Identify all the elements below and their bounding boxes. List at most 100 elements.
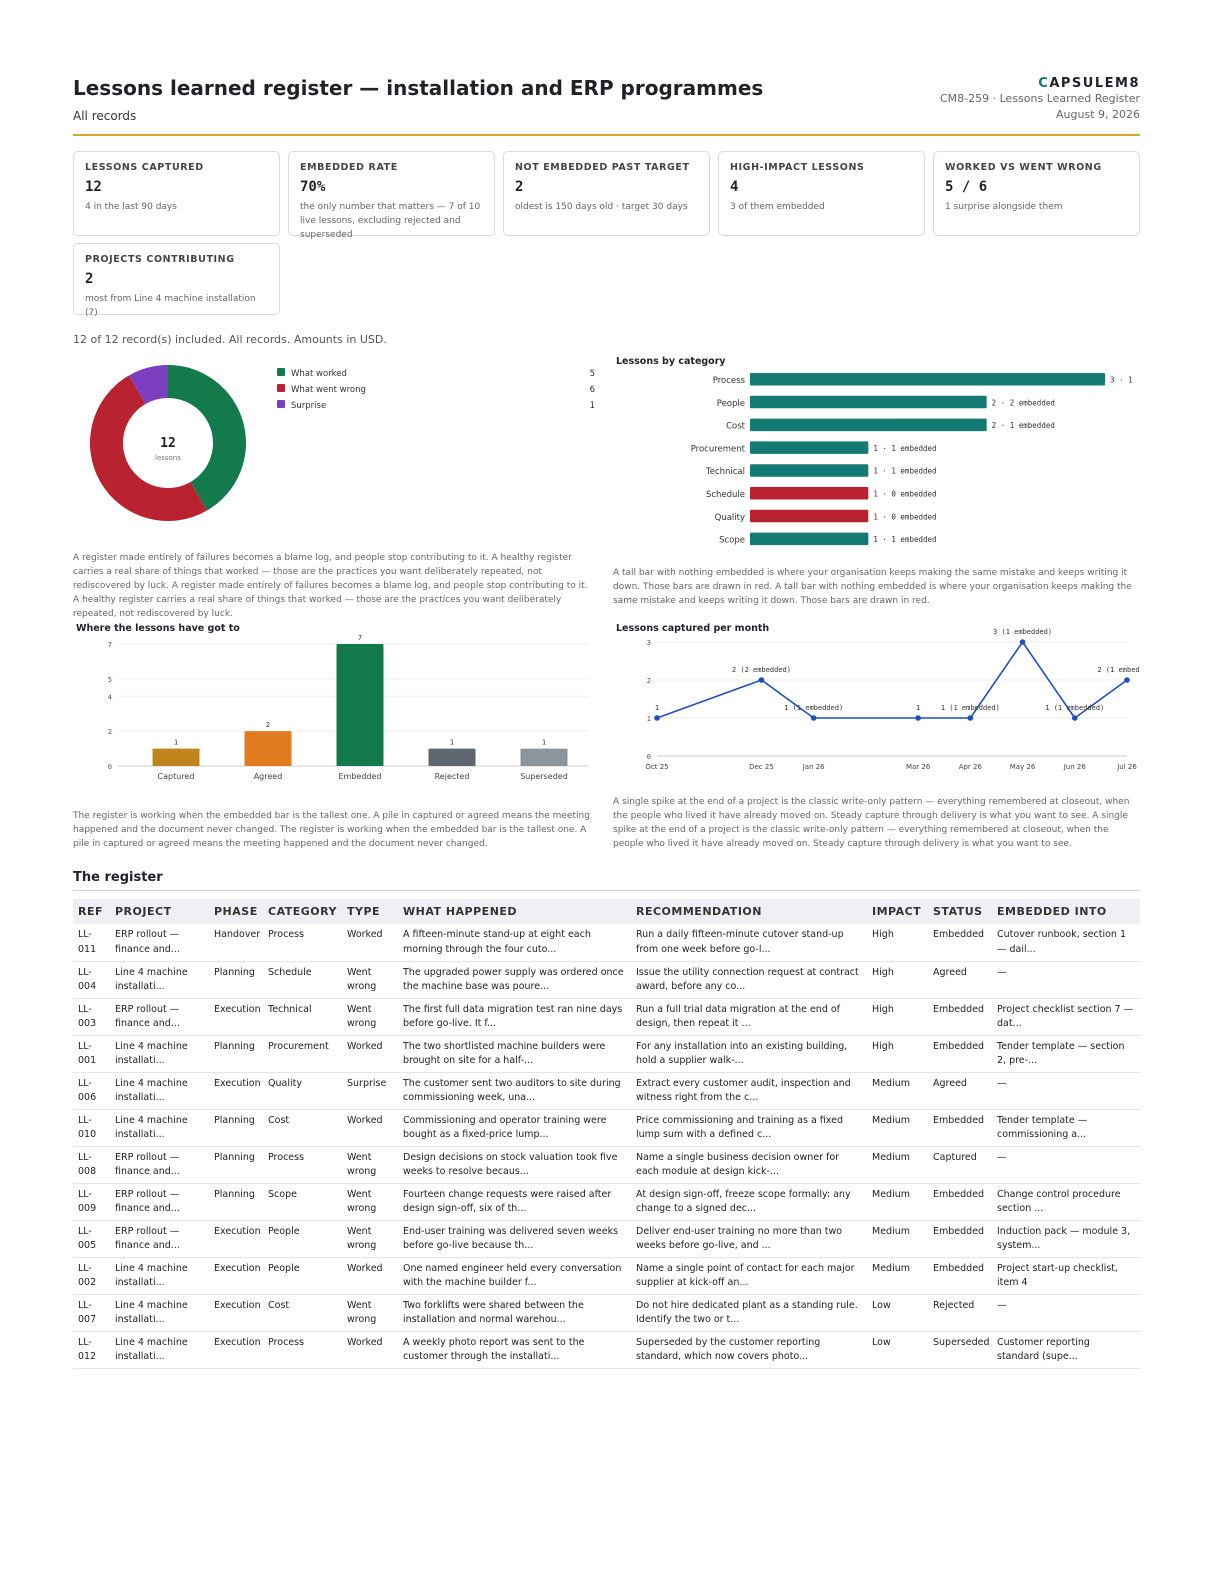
x-tick-label: Jan 26 — [802, 763, 825, 771]
cell-ref: LL-010 — [73, 1109, 110, 1147]
column-header-category: Category — [263, 899, 342, 924]
cell-type: Worked — [342, 1331, 398, 1369]
logo-mark: C — [1038, 76, 1050, 91]
cell-category: Procurement — [263, 1035, 342, 1073]
cell-type: Went wrong — [342, 1146, 398, 1184]
category-label: Schedule — [706, 490, 745, 500]
cell-category: Cost — [263, 1294, 342, 1332]
cell-what-happened: The upgraded power supply was ordered on… — [398, 961, 631, 999]
x-tick-label: Jun 26 — [1063, 763, 1087, 771]
cell-impact: Medium — [867, 1072, 928, 1110]
cell-status: Embedded — [928, 1109, 992, 1147]
status-explanation: The register is working when the embedde… — [73, 811, 590, 849]
donut-explanation: A register made entirely of failures bec… — [73, 553, 588, 619]
cell-phase: Planning — [209, 1109, 263, 1147]
donut-slice — [129, 365, 168, 405]
records-included-note: 12 of 12 record(s) included. All records… — [73, 333, 387, 346]
cell-embedded-into: — — [992, 1072, 1140, 1110]
report-header: Lessons learned register — installation … — [73, 76, 1140, 136]
cell-ref: LL-012 — [73, 1331, 110, 1369]
cell-impact: Medium — [867, 1146, 928, 1184]
cell-what-happened: A weekly photo report was sent to the cu… — [398, 1331, 631, 1369]
data-point — [1019, 639, 1026, 645]
column-header-project: Project — [110, 899, 209, 924]
cell-project: ERP rollout — finance and... — [110, 1183, 209, 1221]
data-point — [967, 715, 974, 721]
cell-embedded-into: Project start-up checklist, item 4 — [992, 1257, 1140, 1295]
cell-phase: Execution — [209, 1072, 263, 1110]
cell-embedded-into: — — [992, 1294, 1140, 1332]
cell-status: Embedded — [928, 998, 992, 1036]
y-tick-label: 7 — [108, 641, 112, 649]
table-row: LL-005 ERP rollout — finance and... Execut… — [73, 1220, 1140, 1258]
cell-recommendation: Issue the utility connection request at … — [631, 961, 867, 999]
donut-center-label: lessons — [155, 454, 181, 462]
table-row: LL-010 Line 4 machine installati... Planni… — [73, 1109, 1140, 1147]
cell-type: Went wrong — [342, 1220, 398, 1258]
status-data-label: 1 — [542, 739, 546, 747]
cell-category: People — [263, 1220, 342, 1258]
cell-type: Went wrong — [342, 961, 398, 999]
data-point — [810, 715, 817, 721]
cell-recommendation: Extract every customer audit, inspection… — [631, 1072, 867, 1110]
category-data-label: 3 · 1 — [1110, 376, 1133, 385]
cell-type: Went wrong — [342, 998, 398, 1036]
y-tick-label: 0 — [108, 763, 112, 771]
cell-impact: Low — [867, 1331, 928, 1369]
kpi-note: 3 of them embedded — [730, 202, 825, 212]
register-divider — [73, 890, 1140, 891]
cell-recommendation: Do not hire dedicated plant as a standin… — [631, 1294, 867, 1332]
kpi-value: 5 / 6 — [945, 179, 988, 195]
cell-category: People — [263, 1257, 342, 1295]
data-point — [654, 715, 660, 721]
column-header-type: Type — [342, 899, 398, 924]
cell-project: Line 4 machine installati... — [110, 961, 209, 999]
category-label: Scope — [719, 536, 745, 546]
cell-ref: LL-003 — [73, 998, 110, 1036]
table-row: LL-008 ERP rollout — finance and... Planni… — [73, 1146, 1140, 1184]
kpi-label: Lessons captured — [85, 162, 204, 173]
y-tick-label: 1 — [647, 715, 651, 723]
legend-label: What worked — [291, 369, 347, 379]
kpi-card-lessons-captured: Lessons captured 12 4 in the last 90 day… — [73, 151, 280, 236]
point-data-label: 1 (1 embedded) — [941, 704, 1000, 712]
cell-category: Quality — [263, 1072, 342, 1110]
lesson-status-chart: Where the lessons have got to 0 2 4 5 7 1 Captu… — [76, 623, 588, 781]
status-bar — [336, 644, 384, 766]
cell-status: Embedded — [928, 1183, 992, 1221]
column-header-ref: Ref — [73, 899, 110, 924]
lesson-type-donut-chart: What worked 5 What went wrong 6 Surprise 1 12 l… — [89, 365, 595, 522]
cell-ref: LL-001 — [73, 1035, 110, 1073]
x-tick-label: Jul 26 — [1116, 763, 1137, 771]
point-data-label: 1 (1 embedded) — [1045, 704, 1104, 712]
status-bar — [520, 748, 568, 766]
cell-phase: Execution — [209, 1294, 263, 1332]
cell-recommendation: At design sign-off, freeze scope formall… — [631, 1183, 867, 1221]
kpi-label: High-impact lessons — [730, 162, 865, 173]
cell-ref: LL-011 — [73, 924, 110, 962]
cell-status: Superseded — [928, 1331, 992, 1369]
status-data-label: 7 — [358, 634, 362, 642]
cell-category: Schedule — [263, 961, 342, 999]
cell-ref: LL-008 — [73, 1146, 110, 1184]
cell-category: Scope — [263, 1183, 342, 1221]
kpi-note: most from Line 4 machine installation (7… — [85, 294, 256, 318]
cell-impact: High — [867, 961, 928, 999]
cell-ref: LL-004 — [73, 961, 110, 999]
cell-status: Embedded — [928, 924, 992, 962]
cell-phase: Execution — [209, 1257, 263, 1295]
y-tick-label: 0 — [647, 753, 651, 761]
cell-recommendation: Name a single point of contact for each … — [631, 1257, 867, 1295]
kpi-card-worked-vs-wrong: Worked vs went wrong 5 / 6 1 surprise al… — [933, 151, 1140, 236]
cell-type: Worked — [342, 1035, 398, 1073]
legend-swatch — [277, 368, 285, 376]
series-line — [656, 640, 1128, 720]
lessons-per-month-chart: Lessons captured per month 0 1 2 3 1 Oct 25 2 (… — [616, 623, 1140, 771]
cell-category: Process — [263, 1146, 342, 1184]
kpi-note: 1 surprise alongside them — [945, 202, 1063, 212]
data-point — [1124, 677, 1130, 683]
cell-embedded-into: Project checklist section 7 — dat... — [992, 998, 1140, 1036]
category-data-label: 2 · 1 embedded — [992, 421, 1055, 430]
category-label: Cost — [726, 422, 746, 432]
